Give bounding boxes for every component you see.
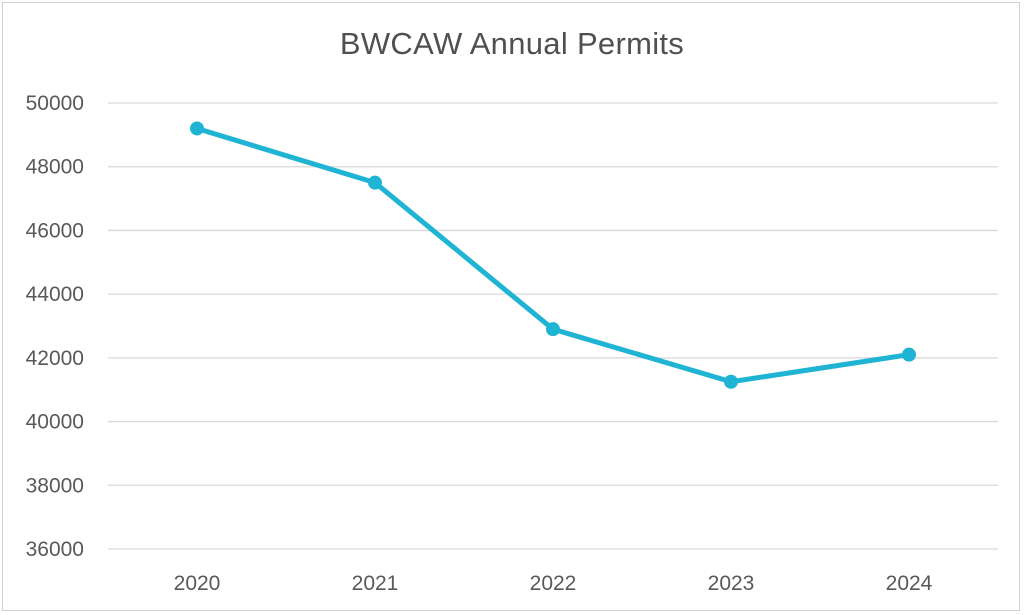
data-point-2022 [546,322,560,337]
y-tick-label: 50000 [26,92,84,115]
x-tick-label: 2020 [174,572,221,595]
y-tick-label: 46000 [26,219,84,242]
gridlines [108,102,998,550]
x-tick-label: 2022 [530,572,577,595]
x-axis-ticks: 2020 2021 2022 2023 2024 [174,572,933,595]
data-point-2023 [724,374,738,389]
data-point-2020 [190,121,204,136]
y-axis-ticks: 50000 48000 46000 44000 42000 40000 38000 36000 [26,92,84,561]
chart-title: BWCAW Annual Permits [339,26,685,61]
x-tick-label: 2021 [352,572,399,595]
y-tick-label: 44000 [26,283,84,306]
y-tick-label: 36000 [26,538,84,561]
y-tick-label: 40000 [26,411,84,434]
x-tick-label: 2023 [708,572,755,595]
y-tick-label: 48000 [26,156,84,179]
data-point-2024 [902,347,916,362]
x-tick-label: 2024 [886,572,933,595]
series-group [190,121,916,389]
y-tick-label: 42000 [26,347,84,370]
y-tick-label: 38000 [26,474,84,497]
data-point-2021 [368,175,382,190]
